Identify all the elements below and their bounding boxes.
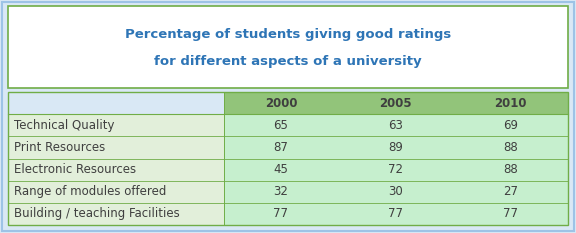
Text: 88: 88 (503, 141, 518, 154)
Bar (223, 181, 338, 203)
Text: Electronic Resources: Electronic Resources (14, 163, 136, 176)
Bar (8, 92, 568, 225)
Text: 87: 87 (274, 141, 289, 154)
Bar (223, 92, 338, 114)
Bar (8, 114, 223, 136)
Text: 45: 45 (274, 163, 289, 176)
Bar (223, 114, 338, 136)
Bar (223, 158, 338, 181)
Text: Percentage of students giving good ratings: Percentage of students giving good ratin… (125, 28, 451, 41)
Text: 77: 77 (388, 207, 403, 220)
Bar (8, 6, 568, 88)
Text: Print Resources: Print Resources (14, 141, 105, 154)
Bar (8, 203, 223, 225)
Text: 2005: 2005 (380, 97, 412, 110)
Text: 2000: 2000 (265, 97, 297, 110)
Text: 27: 27 (503, 185, 518, 198)
Text: 32: 32 (274, 185, 289, 198)
Text: 69: 69 (503, 119, 518, 132)
Text: 65: 65 (274, 119, 289, 132)
Text: 77: 77 (503, 207, 518, 220)
Bar (453, 158, 568, 181)
Bar (338, 92, 453, 114)
Bar (453, 136, 568, 158)
Text: 89: 89 (388, 141, 403, 154)
Text: 2010: 2010 (494, 97, 527, 110)
Text: 72: 72 (388, 163, 403, 176)
Bar (453, 203, 568, 225)
Bar (223, 136, 338, 158)
Bar (338, 181, 453, 203)
Bar (453, 181, 568, 203)
Bar (8, 181, 223, 203)
Bar (8, 158, 223, 181)
Bar (453, 92, 568, 114)
Text: 77: 77 (274, 207, 289, 220)
Text: 30: 30 (388, 185, 403, 198)
Bar (338, 203, 453, 225)
Text: 63: 63 (388, 119, 403, 132)
Text: Range of modules offered: Range of modules offered (14, 185, 166, 198)
Text: 88: 88 (503, 163, 518, 176)
Bar (338, 158, 453, 181)
Text: Technical Quality: Technical Quality (14, 119, 115, 132)
Bar (8, 136, 223, 158)
Bar (8, 92, 223, 114)
Bar (453, 114, 568, 136)
Bar (338, 136, 453, 158)
Bar (338, 114, 453, 136)
Text: for different aspects of a university: for different aspects of a university (154, 55, 422, 68)
Bar (223, 203, 338, 225)
Text: Building / teaching Facilities: Building / teaching Facilities (14, 207, 180, 220)
